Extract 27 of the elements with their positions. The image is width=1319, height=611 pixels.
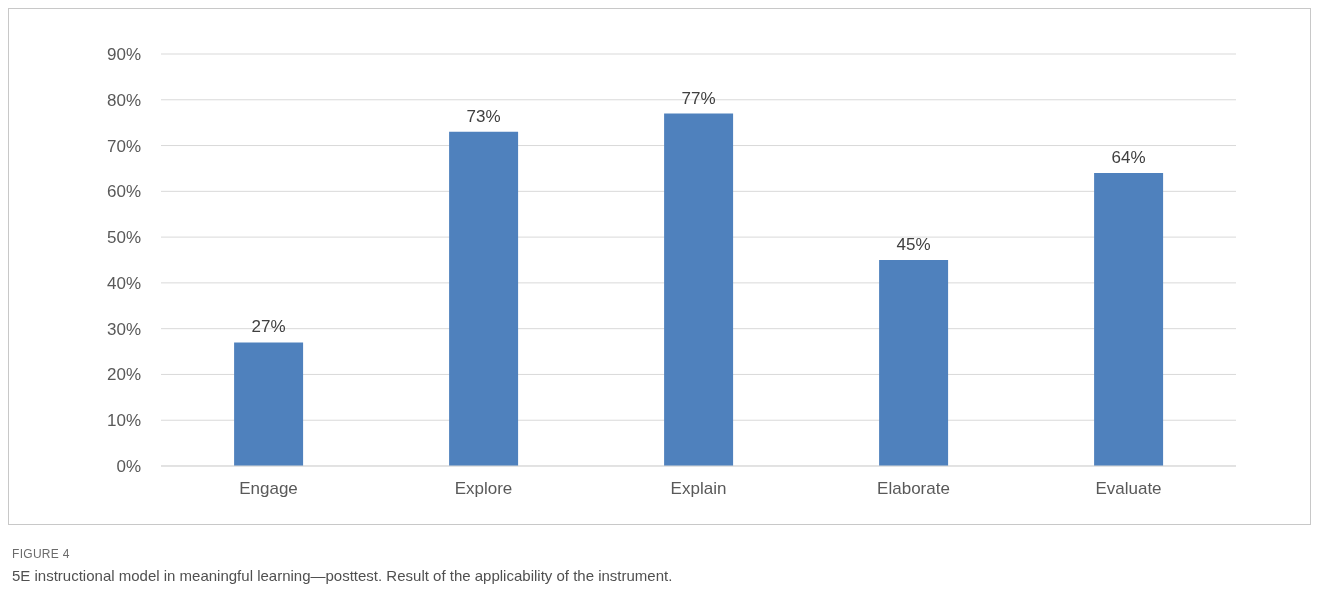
x-tick-label: Explain [670,479,727,499]
data-label: 45% [896,235,931,254]
y-tick-label: 10% [106,411,141,431]
data-label: 77% [681,88,716,108]
text: 5E instructional model in meaningful learning—posttest. Result of the applicability of the instrument. [12,567,674,584]
x-tick-label: Explore [454,479,513,499]
y-tick-label: 90% [106,45,141,65]
bar [664,113,734,466]
y-tick-label: 60% [106,182,141,202]
y-tick-label: 40% [106,273,141,293]
bar [449,131,519,466]
bar [1094,173,1164,466]
y-tick-label: 70% [106,136,141,156]
x-tick-label: Engage [239,479,298,499]
bar [879,260,949,466]
y-tick-label: 20% [106,365,141,385]
bar [234,342,304,466]
data-label: 27% [251,317,286,337]
caption: FIGURE 4 [12,547,71,561]
data-label: 73% [466,106,501,126]
x-tick-label: Evaluate [1095,479,1162,499]
x-tick-label: Elaborate [877,479,950,499]
data-label: 64% [1111,148,1146,168]
y-tick-label: 0% [116,457,141,477]
y-tick-label: 50% [106,228,141,248]
y-tick-label: 80% [106,90,141,110]
y-tick-label: 30% [106,319,141,339]
